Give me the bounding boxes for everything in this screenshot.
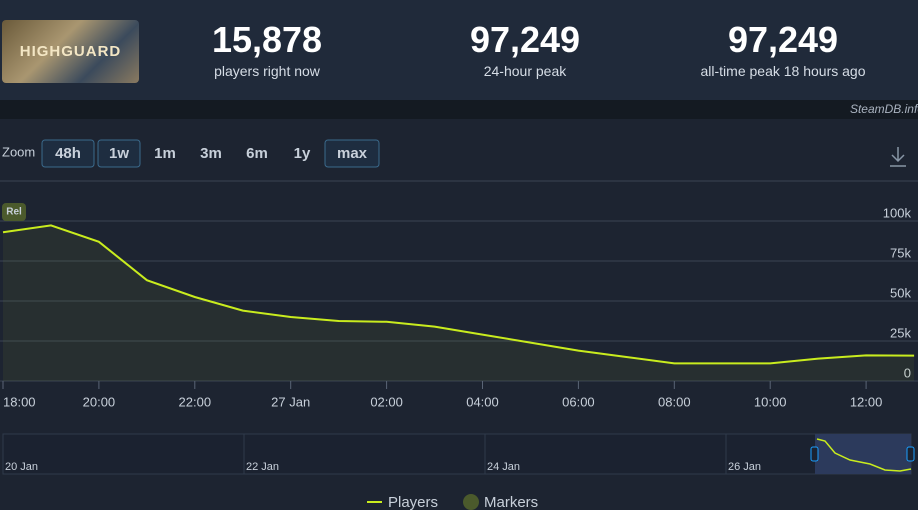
strip [0, 100, 918, 119]
zoom-option[interactable]: 1m [154, 145, 176, 162]
stat: 15,878 players right now [147, 19, 387, 80]
zoom-option[interactable]: max [337, 145, 368, 162]
x-tick-label: 02:00 [370, 394, 403, 409]
download-icon[interactable] [890, 147, 906, 167]
x-tick-label: 08:00 [658, 394, 691, 409]
legend-swatch [463, 494, 479, 510]
stat-value: 15,878 [211, 19, 323, 60]
x-tick-label: 18:00 [3, 394, 36, 409]
y-tick-label: 50k [890, 285, 911, 300]
zoom-option[interactable]: 1w [109, 145, 129, 162]
stat-value: 97,249 [727, 19, 839, 60]
area [3, 225, 915, 381]
navigator-label: 26 Jan [728, 461, 761, 473]
zoom-label: Zoom [2, 144, 35, 159]
navigator-window[interactable] [815, 434, 911, 474]
navigator-handle[interactable] [906, 446, 915, 462]
stat-label: players right now [214, 63, 320, 79]
zoom-button[interactable] [41, 139, 95, 168]
legend-label: Markers [484, 494, 538, 510]
stats-bar: HIGHGUARD 15,878 players right now 97,249… [0, 0, 918, 100]
navigator-handle[interactable] [810, 446, 819, 462]
zoom-option[interactable]: 1y [294, 145, 311, 162]
x-tick-label: 12:00 [850, 394, 883, 409]
zoom-option[interactable]: 6m [246, 145, 268, 162]
x-tick-label: 20:00 [83, 394, 116, 409]
y-tick-label: 75k [890, 245, 911, 260]
navigator-line [816, 438, 912, 472]
line [2, 224, 915, 365]
legend-label: Players [388, 494, 438, 510]
stat-label: 24-hour peak [483, 63, 567, 79]
stat-value: 97,249 [469, 19, 581, 60]
chart: Zoom 48h 1w 1m 3m 6m 1y max 0 25k 50k 75k 100k 18:00 2… [0, 119, 918, 510]
stat-label: all-time peak 18 hours ago [700, 63, 866, 79]
x-tick-label: 04:00 [466, 394, 499, 409]
game-logo: HIGHGUARD [2, 20, 139, 83]
y-tick-label: 0 [904, 365, 911, 380]
y-tick-label: 100k [883, 205, 912, 220]
x-tick-label: 22:00 [179, 394, 212, 409]
navigator-label: 20 Jan [5, 461, 38, 473]
x-tick-label: 06:00 [562, 394, 595, 409]
zoom-button[interactable] [324, 139, 380, 168]
y-tick-label: 25k [890, 325, 911, 340]
marker-badge [2, 203, 26, 221]
zoom-option[interactable]: 48h [55, 145, 81, 162]
x-tick-label: 27 Jan [271, 394, 310, 409]
marker-label: Rel [6, 207, 22, 218]
navigator [2, 433, 912, 475]
zoom-option[interactable]: 3m [200, 145, 222, 162]
navigator-label: 22 Jan [246, 461, 279, 473]
x-tick-label: 10:00 [754, 394, 787, 409]
stat: 97,249 all-time peak 18 hours ago [663, 19, 903, 80]
credit: SteamDB.info [849, 102, 918, 116]
zoom-button[interactable] [97, 139, 141, 168]
navigator-label: 24 Jan [487, 461, 520, 473]
stat: 97,249 24-hour peak [405, 19, 645, 80]
